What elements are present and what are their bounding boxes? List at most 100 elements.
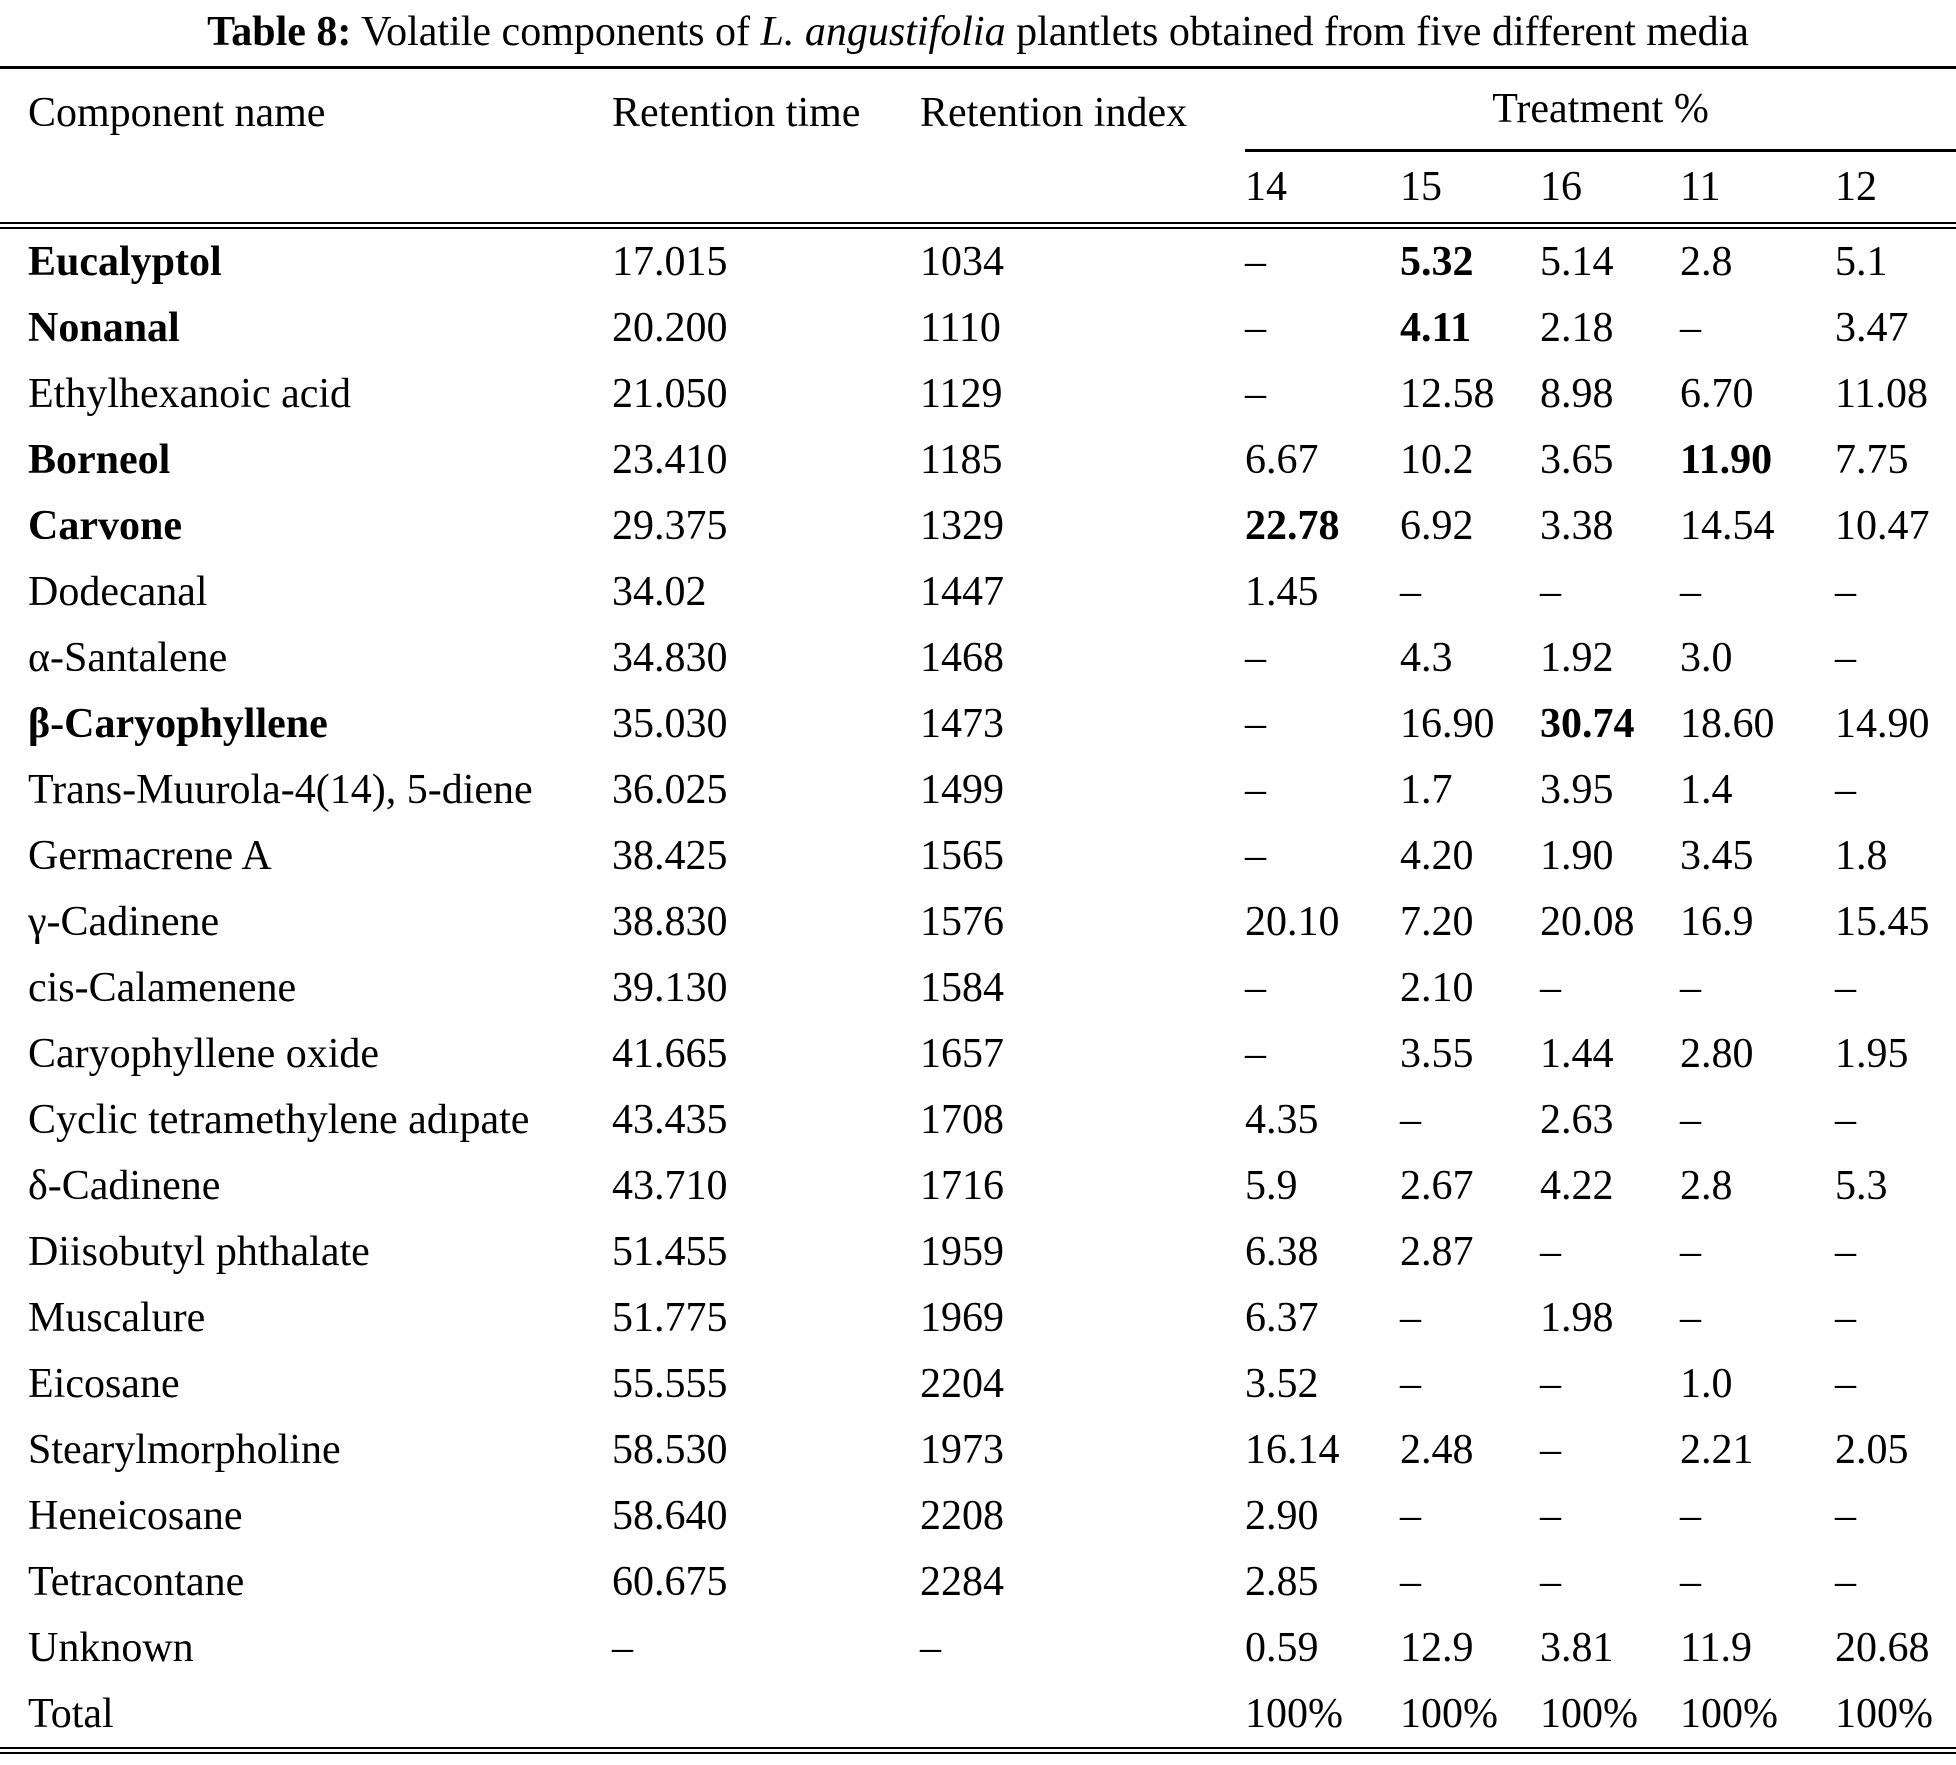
treatment-value-cell: 1.0 (1680, 1361, 1733, 1407)
treatment-value-cell: 20.08 (1540, 899, 1635, 945)
caption-text: Volatile components of (351, 9, 761, 55)
treatment-value-cell: 4.22 (1540, 1163, 1614, 1209)
treatment-value-cell: – (1400, 1361, 1421, 1407)
retention-index-cell: 1185 (920, 437, 1003, 483)
treatment-value-cell: – (1835, 1229, 1856, 1275)
treatment-value-cell: 16.9 (1680, 899, 1754, 945)
retention-index-cell: 1973 (920, 1427, 1004, 1473)
treatment-value-cell: 5.14 (1540, 239, 1614, 285)
retention-index-cell: 1034 (920, 239, 1004, 285)
retention-index-cell: 1708 (920, 1097, 1004, 1143)
retention-time-cell: 58.640 (612, 1493, 728, 1539)
treatment-value-cell: 30.74 (1540, 701, 1635, 747)
treatment-value-cell: 14.54 (1680, 503, 1775, 549)
treatment-value-cell: – (1835, 767, 1856, 813)
treatment-value-cell: 100% (1245, 1691, 1343, 1737)
retention-time-cell: 21.050 (612, 371, 728, 417)
treatment-value-cell: 1.90 (1540, 833, 1614, 879)
table-number: Table 8: (207, 9, 352, 55)
treatment-value-cell: – (1245, 767, 1266, 813)
retention-index-cell (920, 1681, 1245, 1751)
treatment-value-cell: 2.80 (1680, 1031, 1754, 1077)
treatment-value-cell: – (1245, 305, 1266, 351)
retention-index-cell: 1110 (920, 305, 1001, 351)
retention-time-cell: 35.030 (612, 701, 728, 747)
treatment-value-cell: 3.52 (1245, 1361, 1319, 1407)
treatment-value-cell: – (1245, 833, 1266, 879)
retention-index-cell: 1584 (920, 965, 1004, 1011)
table-row: Heneicosane 58.640 2208 2.90 – – – – (0, 1483, 1956, 1549)
treatment-value-cell: – (1835, 635, 1856, 681)
component-name-cell: α-Santalene (28, 635, 228, 681)
component-name-cell: Ethylhexanoic acid (28, 371, 352, 417)
header-treatment-15: 15 (1400, 150, 1540, 229)
treatment-value-cell: – (1400, 1493, 1421, 1539)
component-name-cell: Heneicosane (28, 1493, 243, 1539)
retention-index-cell: 2204 (920, 1361, 1004, 1407)
caption-tail: plantlets obtained from five different m… (1005, 9, 1749, 55)
table-row: γ-Cadinene 38.830 1576 20.10 7.20 20.08 16.9 15… (0, 889, 1956, 955)
retention-time-cell: 43.710 (612, 1163, 728, 1209)
retention-time-cell: 51.455 (612, 1229, 728, 1275)
treatment-value-cell: – (1540, 1229, 1561, 1275)
treatment-value-cell: 3.47 (1835, 305, 1909, 351)
table-row: Tetracontane 60.675 2284 2.85 – – – – (0, 1549, 1956, 1615)
treatment-value-cell: – (1245, 965, 1266, 1011)
treatment-value-cell: 7.20 (1400, 899, 1474, 945)
retention-time-cell: 20.200 (612, 305, 728, 351)
treatment-value-cell: – (1835, 1097, 1856, 1143)
header-retention-index: Retention index (920, 67, 1245, 229)
treatment-value-cell: 3.55 (1400, 1031, 1474, 1077)
treatment-value-cell: – (1680, 1493, 1701, 1539)
treatment-value-cell: 3.45 (1680, 833, 1754, 879)
treatment-value-cell: 11.08 (1835, 371, 1928, 417)
treatment-value-cell: 100% (1835, 1691, 1933, 1737)
retention-index-cell: 1565 (920, 833, 1004, 879)
component-name-cell: Cyclic tetramethylene adıpate (28, 1097, 530, 1143)
treatment-value-cell: 4.20 (1400, 833, 1474, 879)
treatment-value-cell: 2.48 (1400, 1427, 1474, 1473)
retention-index-cell: 1716 (920, 1163, 1004, 1209)
treatment-value-cell: 16.90 (1400, 701, 1495, 747)
retention-time-cell: 29.375 (612, 503, 728, 549)
treatment-value-cell: 1.95 (1835, 1031, 1909, 1077)
treatment-value-cell: 2.05 (1835, 1427, 1909, 1473)
treatment-value-cell: 4.35 (1245, 1097, 1319, 1143)
retention-time-cell: 51.775 (612, 1295, 728, 1341)
treatment-value-cell: 100% (1540, 1691, 1638, 1737)
treatment-value-cell: 15.45 (1835, 899, 1930, 945)
treatment-value-cell: 0.59 (1245, 1625, 1319, 1671)
treatment-value-cell: 6.38 (1245, 1229, 1319, 1275)
treatment-value-cell: – (1680, 1229, 1701, 1275)
treatment-value-cell: – (1835, 1493, 1856, 1539)
table-row: Eicosane 55.555 2204 3.52 – – 1.0 – (0, 1351, 1956, 1417)
treatment-value-cell: – (1680, 965, 1701, 1011)
retention-index-cell: – (920, 1625, 941, 1671)
treatment-value-cell: 1.92 (1540, 635, 1614, 681)
retention-time-cell: 36.025 (612, 767, 728, 813)
treatment-value-cell: 1.98 (1540, 1295, 1614, 1341)
table-row: Muscalure 51.775 1969 6.37 – 1.98 – – (0, 1285, 1956, 1351)
retention-index-cell: 2208 (920, 1493, 1004, 1539)
header-treatment-16: 16 (1540, 150, 1680, 229)
treatment-value-cell: 16.14 (1245, 1427, 1340, 1473)
treatment-value-cell: 3.0 (1680, 635, 1733, 681)
treatment-value-cell: 4.11 (1400, 305, 1472, 351)
treatment-value-cell: 1.7 (1400, 767, 1453, 813)
treatment-value-cell: 6.37 (1245, 1295, 1319, 1341)
treatment-value-cell: 5.1 (1835, 239, 1888, 285)
treatment-value-cell: – (1835, 569, 1856, 615)
table-row: Total 100% 100% 100% 100% 100% (0, 1681, 1956, 1751)
treatment-value-cell: – (1400, 1559, 1421, 1605)
treatment-value-cell: – (1245, 1031, 1266, 1077)
treatment-value-cell: – (1245, 635, 1266, 681)
treatment-value-cell: 8.98 (1540, 371, 1614, 417)
treatment-value-cell: 4.3 (1400, 635, 1453, 681)
component-name-cell: Total (28, 1691, 114, 1737)
treatment-value-cell: 2.63 (1540, 1097, 1614, 1143)
treatment-value-cell: – (1540, 1361, 1561, 1407)
component-name-cell: δ-Cadinene (28, 1163, 221, 1209)
treatment-value-cell: 100% (1680, 1691, 1778, 1737)
treatment-value-cell: – (1540, 1559, 1561, 1605)
